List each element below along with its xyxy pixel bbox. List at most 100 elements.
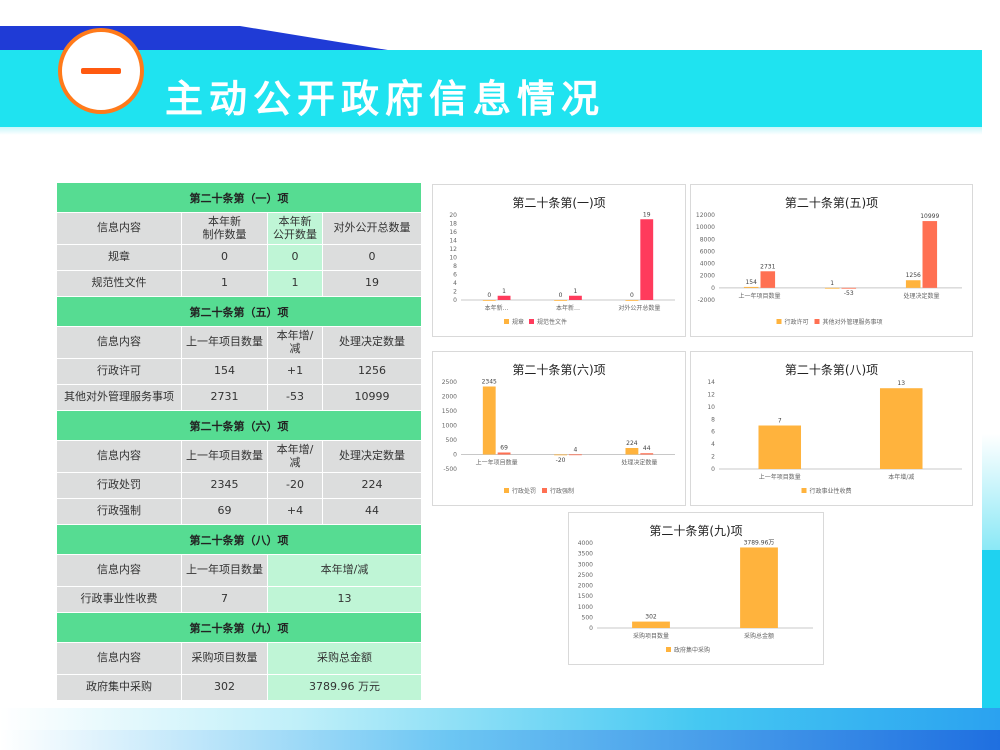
- table-cell: 44: [323, 499, 421, 524]
- right-decor-bar-lower: [982, 550, 1000, 750]
- bar: [743, 286, 759, 288]
- y-tick-label: 14: [707, 379, 715, 386]
- table-header-cell: 处理决定数量: [323, 441, 421, 472]
- y-tick-label: 2000: [700, 273, 715, 280]
- table-header-cell: 处理决定数量: [323, 327, 421, 358]
- table-header-cell: 信息内容: [57, 441, 182, 472]
- bottom-decor-bar-lower: [0, 730, 1000, 750]
- table-cell: 7: [182, 587, 268, 612]
- table-row: 行政许可 154 +1 1256: [57, 359, 421, 385]
- table-header-row: 信息内容 上一年项目数量 本年增/减: [57, 555, 421, 587]
- bar: [497, 295, 511, 300]
- table-cell: 3789.96 万元: [268, 675, 421, 700]
- y-tick-label: 16: [449, 229, 457, 236]
- legend-swatch: [666, 647, 671, 652]
- y-tick-label: 2500: [578, 572, 593, 579]
- x-tick-label: 对外公开总数量: [618, 304, 660, 312]
- y-tick-label: 8: [453, 263, 457, 270]
- chart-canvas: 第二十条第(八)项 0 2 4 6 8 10 12 14 上一年项目数量 7 本年增/减 13 行政事业性…: [707, 363, 962, 495]
- y-tick-label: 1500: [578, 593, 593, 600]
- table-cell: 0: [323, 245, 421, 270]
- chart-canvas: 第二十条第(五)项 -2000 0 2000 4000 6000 8000 10000 1200…: [696, 196, 962, 326]
- legend-swatch: [504, 319, 509, 324]
- data-label: 69: [500, 444, 508, 451]
- y-tick-label: 0: [589, 625, 593, 632]
- table-cell: 13: [268, 587, 421, 612]
- table-cell: 1: [182, 271, 268, 296]
- table-section-title: 第二十条第（六）项: [57, 411, 421, 441]
- table-cell: 19: [323, 271, 421, 296]
- y-tick-label: 0: [453, 297, 457, 304]
- table-row-label: 行政事业性收费: [57, 587, 182, 612]
- y-tick-label: 8: [711, 416, 715, 423]
- x-tick-label: 本年增/减: [888, 473, 914, 481]
- legend-label: 行政处罚: [512, 487, 536, 495]
- x-tick-label: 处理决定数量: [903, 292, 939, 300]
- table-cell: -53: [268, 385, 323, 410]
- x-tick-label: 上一年项目数量: [738, 292, 780, 300]
- bar: [625, 448, 639, 455]
- table-row: 规章 0 0 0: [57, 245, 421, 271]
- table-row-label: 政府集中采购: [57, 675, 182, 700]
- data-label: 2345: [482, 378, 497, 385]
- bar: [640, 453, 654, 455]
- table-header-row: 信息内容 本年新 制作数量 本年新 公开数量 对外公开总数量: [57, 213, 421, 245]
- table-header-cell: 上一年项目数量: [182, 327, 268, 358]
- table-header-cell: 本年增/减: [268, 555, 421, 586]
- table-row: 行政事业性收费 7 13: [57, 587, 421, 613]
- data-label: 19: [643, 211, 651, 218]
- y-tick-label: 3000: [578, 561, 593, 568]
- table-section-title: 第二十条第（九）项: [57, 613, 421, 643]
- legend-swatch: [529, 319, 534, 324]
- bar: [758, 425, 802, 469]
- table-section-title: 第二十条第（一）项: [57, 183, 421, 213]
- data-label: -53: [844, 290, 854, 297]
- table-header-cell: 信息内容: [57, 213, 182, 244]
- x-tick-label: 采购项目数量: [633, 632, 669, 640]
- y-tick-label: 1000: [578, 604, 593, 611]
- bar: [905, 280, 921, 288]
- y-tick-label: 1500: [442, 408, 457, 415]
- bar: [569, 454, 582, 456]
- bar: [879, 388, 923, 469]
- chart-title: 第二十条第(八)项: [785, 363, 878, 377]
- data-label: 44: [643, 445, 651, 452]
- bar: [760, 271, 776, 288]
- y-tick-label: 2: [711, 454, 715, 461]
- bar: [569, 295, 582, 300]
- data-label: 13: [897, 380, 905, 387]
- table-row: 行政处罚 2345 -20 224: [57, 473, 421, 499]
- bar: [497, 452, 511, 455]
- table-cell: 302: [182, 675, 268, 700]
- chart-canvas: 第二十条第(九)项 0 500 1000 1500 2000 2500 3000 3500 400…: [578, 524, 813, 654]
- y-tick-label: 2000: [578, 583, 593, 590]
- data-label: 3789.96万: [744, 539, 775, 546]
- chart-title: 第二十条第(九)项: [649, 524, 742, 538]
- table-section-title: 第二十条第（五）项: [57, 297, 421, 327]
- data-label: 1256: [906, 272, 921, 279]
- bar: [824, 287, 840, 289]
- y-tick-label: 6000: [700, 248, 715, 255]
- table-row: 规范性文件 1 1 19: [57, 271, 421, 297]
- x-tick-label: 本年新…: [485, 304, 509, 312]
- table-header-row: 信息内容 上一年项目数量 本年增/减处理决定数量: [57, 441, 421, 473]
- y-tick-label: 4000: [578, 540, 593, 547]
- table-cell: 0: [182, 245, 268, 270]
- legend-label: 行政强制: [550, 487, 574, 495]
- data-label: 224: [626, 440, 638, 447]
- table-row: 行政强制 69 +4 44: [57, 499, 421, 525]
- chart-canvas: 第二十条第(一)项02468101214161820本年新…01本年新…01对外…: [449, 196, 675, 326]
- y-tick-label: 500: [446, 437, 458, 444]
- chart-article20-item5: 第二十条第(五)项 -2000 0 2000 4000 6000 8000 10000 1200…: [690, 184, 973, 337]
- data-label: 2731: [760, 263, 775, 270]
- legend-label: 其他对外管理服务事项: [823, 318, 883, 326]
- table-header-cell: 上一年项目数量: [182, 555, 268, 586]
- chart-title: 第二十条第(五)项: [785, 196, 878, 210]
- legend-swatch: [814, 319, 820, 324]
- table-header-cell: 采购总金额: [268, 643, 421, 674]
- table-header-cell: 本年新 公开数量: [268, 213, 323, 244]
- table-header-row: 信息内容 采购项目数量 采购总金额: [57, 643, 421, 675]
- table-cell: 2731: [182, 385, 268, 410]
- y-tick-label: 6: [453, 272, 457, 279]
- table-row-label: 规范性文件: [57, 271, 182, 296]
